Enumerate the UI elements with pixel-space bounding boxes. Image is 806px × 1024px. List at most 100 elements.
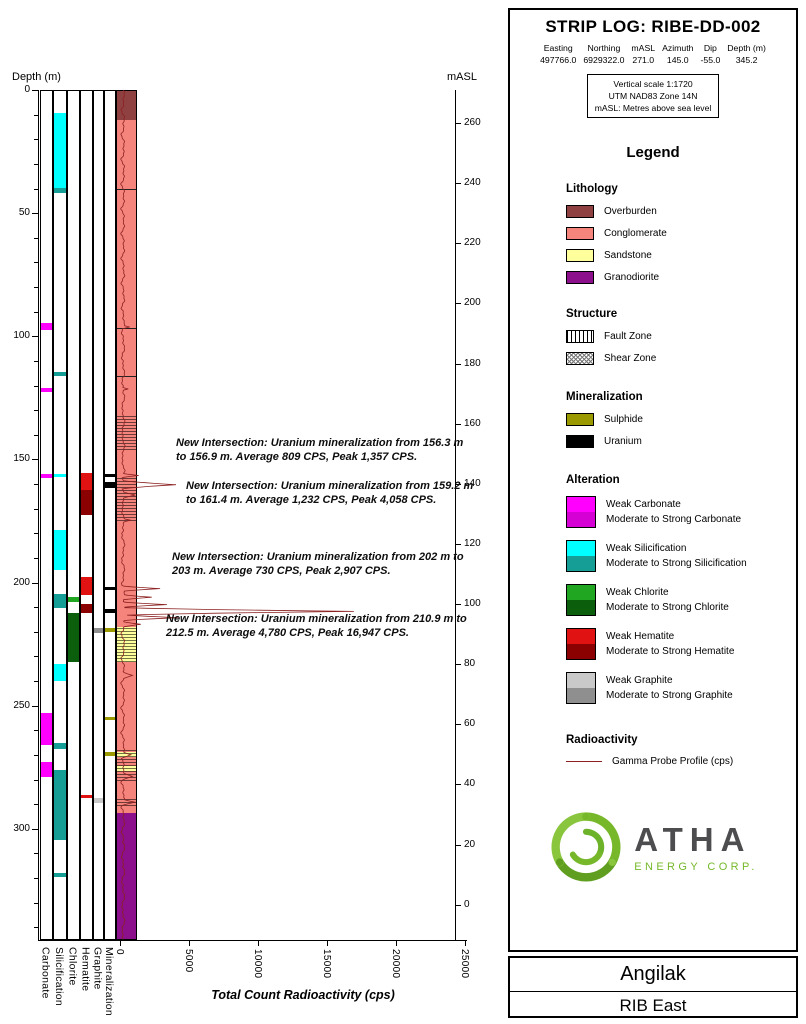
gamma-profile-path bbox=[120, 89, 354, 940]
collar-field-value: 345.2 bbox=[735, 55, 758, 65]
depth-tick-label: 0 bbox=[24, 84, 30, 95]
structure-line bbox=[117, 375, 136, 377]
track-label-carbonate: Carbonate bbox=[39, 947, 52, 999]
alteration-legend-item: Weak Carbonate Moderate to Strong Carbona… bbox=[566, 496, 796, 529]
mineralization-legend-item: Sulphide bbox=[566, 413, 796, 427]
mineralization-interval bbox=[105, 587, 115, 591]
structure-label: Shear Zone bbox=[604, 353, 657, 365]
lithology-interval bbox=[117, 812, 136, 939]
alteration-strong-swatch bbox=[567, 644, 595, 660]
track-silicification bbox=[53, 90, 67, 940]
alteration-strong-label: Moderate to Strong Chlorite bbox=[606, 602, 729, 614]
intersection-annotation: New Intersection: Uranium mineralization… bbox=[172, 551, 464, 578]
depth-tick-label: 250 bbox=[13, 699, 30, 711]
masl-tick bbox=[455, 784, 461, 786]
masl-tick-label: 160 bbox=[464, 417, 481, 429]
masl-tick bbox=[455, 664, 461, 666]
legend-section-alteration: Alteration Weak Carbonate Moderate to Str… bbox=[566, 474, 796, 705]
cps-tick-label: 5000 bbox=[183, 949, 194, 973]
alteration-interval bbox=[81, 795, 92, 798]
alteration-strong-swatch bbox=[567, 512, 595, 528]
collar-field: mASL 271.0 bbox=[631, 43, 655, 65]
cps-tick bbox=[465, 940, 466, 946]
depth-tick bbox=[34, 262, 38, 264]
depth-tick-label: 50 bbox=[18, 207, 30, 219]
mineralization-interval bbox=[105, 716, 115, 721]
alteration-labels: Weak Hematite Moderate to Strong Hematite bbox=[606, 629, 734, 659]
depth-tick bbox=[34, 656, 38, 658]
alteration-strong-label: Moderate to Strong Graphite bbox=[606, 690, 733, 702]
depth-tick-label: 100 bbox=[13, 330, 30, 342]
legend-heading-lithology: Lithology bbox=[566, 183, 618, 196]
alteration-strong-label: Moderate to Strong Hematite bbox=[606, 646, 735, 658]
legend-section-structure: Structure Fault Zone Shear Zone bbox=[566, 308, 796, 366]
collar-field: Depth (m) 345.2 bbox=[727, 43, 766, 65]
depth-axis bbox=[38, 90, 39, 940]
alteration-interval bbox=[41, 713, 52, 745]
mineralization-label: Sulphide bbox=[604, 414, 643, 426]
track-label-chlorite: Chlorite bbox=[66, 947, 79, 986]
radioactivity-axis bbox=[38, 940, 467, 941]
collar-field-label: mASL bbox=[631, 43, 656, 53]
lithology-swatch bbox=[566, 249, 594, 263]
alteration-weak-label: Weak Carbonate bbox=[606, 499, 681, 511]
masl-tick-label: 40 bbox=[464, 778, 476, 790]
depth-tick bbox=[34, 877, 38, 879]
alteration-legend-item: Weak Chlorite Moderate to Strong Chlorite bbox=[566, 584, 796, 617]
alteration-swatch bbox=[566, 672, 596, 705]
info-panel: STRIP LOG: RIBE-DD-002 Easting 497766.0 No… bbox=[508, 8, 798, 952]
masl-axis bbox=[455, 90, 456, 940]
note-line: Vertical scale 1:1720 bbox=[613, 79, 693, 89]
legend-section-radioactivity: Radioactivity Gamma Probe Profile (cps) bbox=[566, 734, 796, 767]
depth-tick bbox=[34, 360, 38, 362]
lithology-label: Granodiorite bbox=[604, 272, 660, 284]
structure-hatch bbox=[117, 477, 136, 521]
lithology-interval bbox=[117, 120, 136, 813]
masl-tick bbox=[455, 483, 461, 485]
alteration-weak-swatch bbox=[567, 585, 595, 601]
alteration-weak-label: Weak Silicification bbox=[606, 543, 687, 555]
alteration-interval bbox=[41, 762, 52, 777]
masl-tick-label: 220 bbox=[464, 237, 481, 249]
depth-tick bbox=[34, 188, 38, 190]
masl-tick-label: 240 bbox=[464, 177, 481, 189]
depth-tick bbox=[34, 804, 38, 806]
collar-field: Dip -55.0 bbox=[700, 43, 720, 65]
depth-tick bbox=[34, 434, 38, 436]
track-mineralization bbox=[104, 90, 116, 940]
masl-tick bbox=[455, 604, 461, 605]
depth-tick bbox=[32, 828, 38, 830]
structure-label: Fault Zone bbox=[604, 331, 652, 343]
alteration-labels: Weak Chlorite Moderate to Strong Chlorite bbox=[606, 585, 729, 615]
alteration-interval bbox=[81, 604, 92, 613]
masl-tick bbox=[455, 844, 461, 846]
structure-line bbox=[117, 327, 136, 329]
lithology-swatch bbox=[566, 205, 594, 219]
structure-swatch bbox=[566, 352, 594, 366]
alteration-interval bbox=[41, 322, 52, 331]
legend-section-mineralization: Mineralization Sulphide Uranium bbox=[566, 391, 796, 449]
collar-field-value: 145.0 bbox=[666, 55, 689, 65]
alteration-weak-swatch bbox=[567, 673, 595, 689]
mineralization-interval bbox=[105, 752, 115, 757]
structure-hatch bbox=[117, 626, 136, 663]
intersection-annotation: New Intersection: Uranium mineralization… bbox=[166, 613, 467, 640]
cps-tick-label: 15000 bbox=[321, 949, 332, 979]
legend-title: Legend bbox=[626, 144, 680, 162]
masl-tick-label: 60 bbox=[464, 718, 476, 730]
intersection-annotation: New Intersection: Uranium mineralization… bbox=[176, 437, 464, 464]
cps-tick bbox=[258, 940, 259, 946]
alteration-interval bbox=[54, 742, 66, 749]
masl-tick bbox=[455, 183, 461, 185]
scale-notes-box: Vertical scale 1:1720 UTM NAD83 Zone 14N m… bbox=[586, 74, 720, 119]
logo-wordmark: ATHA bbox=[634, 821, 752, 859]
radioactivity-legend-item: Gamma Probe Profile (cps) bbox=[566, 756, 796, 767]
track-graphite bbox=[93, 90, 104, 940]
atha-logo-icon bbox=[551, 812, 621, 882]
lithology-label: Sandstone bbox=[604, 250, 652, 262]
legend-heading-structure: Structure bbox=[566, 308, 618, 321]
alteration-weak-label: Weak Hematite bbox=[606, 631, 675, 643]
depth-tick bbox=[34, 533, 38, 535]
